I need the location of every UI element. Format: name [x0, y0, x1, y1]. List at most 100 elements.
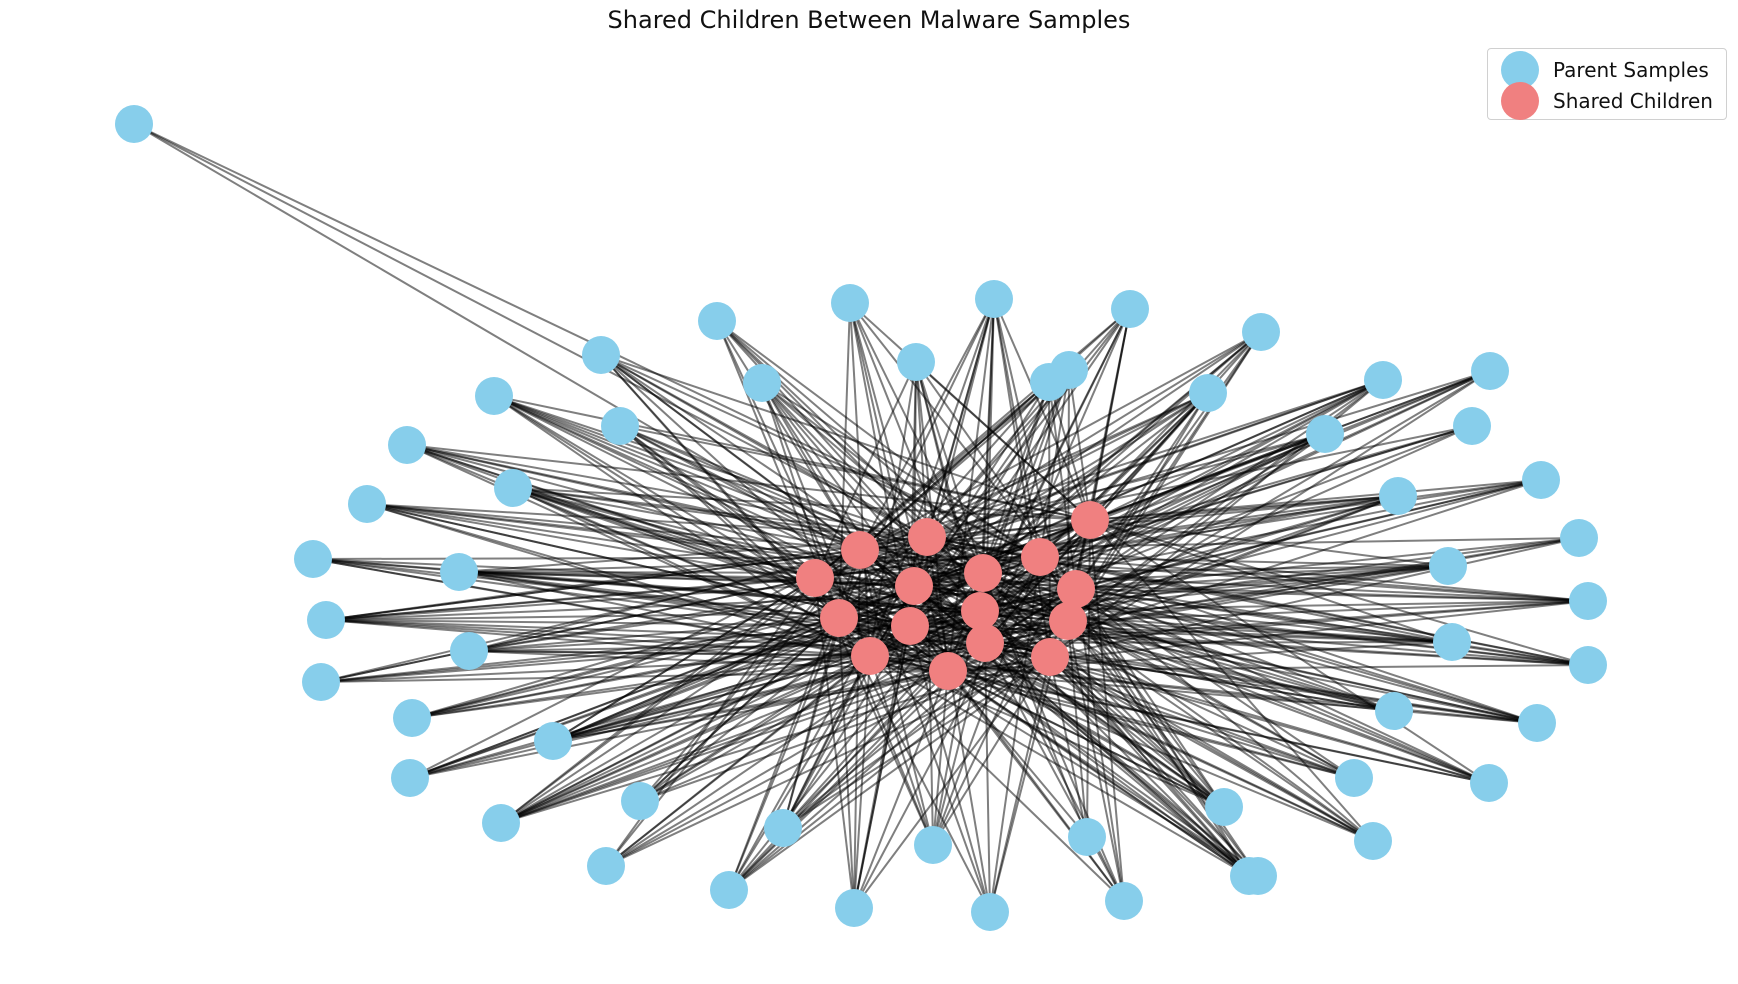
parent-node: [1335, 759, 1373, 797]
parent-node: [393, 699, 431, 737]
edge: [325, 519, 1091, 621]
parent-node: [1242, 313, 1280, 351]
edge: [982, 425, 1473, 574]
edge: [716, 320, 861, 551]
edge: [814, 361, 917, 579]
edge: [1048, 381, 1051, 658]
child-node: [895, 567, 933, 605]
edge: [1039, 556, 1589, 666]
edge: [947, 670, 1259, 877]
edge: [1067, 620, 1538, 724]
edge: [1089, 519, 1453, 643]
edge: [947, 381, 1050, 672]
parent-node: [831, 284, 869, 322]
edge: [814, 577, 855, 909]
edge: [926, 308, 1131, 538]
edge: [500, 536, 928, 824]
edge: [1048, 381, 1091, 521]
legend-item-child: Shared Children: [1488, 82, 1713, 120]
edge: [1075, 588, 1589, 602]
parent-node: [1105, 882, 1143, 920]
edge: [838, 617, 1259, 877]
edge: [133, 123, 928, 538]
edge: [1049, 656, 1538, 724]
edge: [133, 123, 861, 551]
edge: [512, 487, 1091, 521]
edge: [1075, 588, 1395, 712]
edge: [989, 556, 1041, 913]
parent-node: [307, 601, 345, 639]
child-node: [961, 592, 999, 630]
child-node: [964, 554, 1002, 592]
parent-node: [621, 782, 659, 820]
parent-node: [914, 826, 952, 864]
edge: [325, 572, 984, 621]
child-node: [891, 607, 929, 645]
parent-node: [1429, 547, 1467, 585]
parent-node: [897, 343, 935, 381]
edge: [1075, 392, 1209, 590]
parent-node: [1569, 582, 1607, 620]
edge: [982, 572, 1250, 877]
edge: [859, 381, 1050, 551]
edge: [782, 617, 840, 829]
edge: [639, 585, 915, 802]
edge-layer: [133, 123, 1589, 913]
parent-node: [698, 302, 736, 340]
edge: [1089, 519, 1589, 666]
edge: [869, 655, 1250, 877]
parent-node: [1111, 290, 1149, 328]
edge: [1089, 479, 1542, 521]
edge: [859, 331, 1262, 551]
edge: [947, 670, 1355, 779]
parent-node: [1375, 692, 1413, 730]
child-marker-icon: [1501, 82, 1539, 120]
legend: Parent Samples Shared Children: [1487, 48, 1727, 120]
parent-node: [1433, 623, 1471, 661]
edge: [320, 536, 928, 683]
edge: [915, 361, 1091, 521]
parent-node: [440, 553, 478, 591]
parent-node: [1518, 704, 1556, 742]
child-node: [1021, 538, 1059, 576]
parent-node: [475, 377, 513, 415]
edge: [915, 361, 928, 538]
edge: [493, 395, 861, 551]
edge: [982, 565, 1449, 574]
child-node: [1071, 501, 1109, 539]
edge: [500, 577, 816, 824]
parent-node: [348, 485, 386, 523]
parent-node: [835, 889, 873, 927]
child-node: [929, 652, 967, 690]
edge: [761, 382, 986, 644]
edge: [853, 670, 949, 909]
edge: [859, 549, 1395, 712]
edge: [366, 503, 861, 551]
child-node: [841, 531, 879, 569]
edge: [932, 519, 1091, 846]
edge: [605, 655, 871, 867]
edge: [605, 656, 1051, 867]
edge: [1067, 620, 1490, 784]
parent-node: [294, 540, 332, 578]
edge: [947, 670, 1125, 902]
child-node: [908, 518, 946, 556]
edge: [869, 655, 934, 846]
chart-title: Shared Children Between Malware Samples: [607, 6, 1131, 34]
edge: [458, 571, 984, 574]
edge: [312, 556, 1041, 560]
edge: [1067, 620, 1259, 877]
child-node: [1031, 638, 1069, 676]
edge: [500, 670, 949, 824]
edge: [984, 642, 1125, 902]
edge: [853, 549, 861, 909]
parent-node: [1453, 407, 1491, 445]
edge: [926, 425, 1473, 538]
parent-node: [1189, 374, 1227, 412]
edge: [728, 617, 840, 891]
parent-node: [1354, 822, 1392, 860]
legend-label-child: Shared Children: [1553, 89, 1713, 113]
edge: [1089, 519, 1449, 567]
edge: [932, 656, 1051, 846]
parent-node: [1068, 818, 1106, 856]
